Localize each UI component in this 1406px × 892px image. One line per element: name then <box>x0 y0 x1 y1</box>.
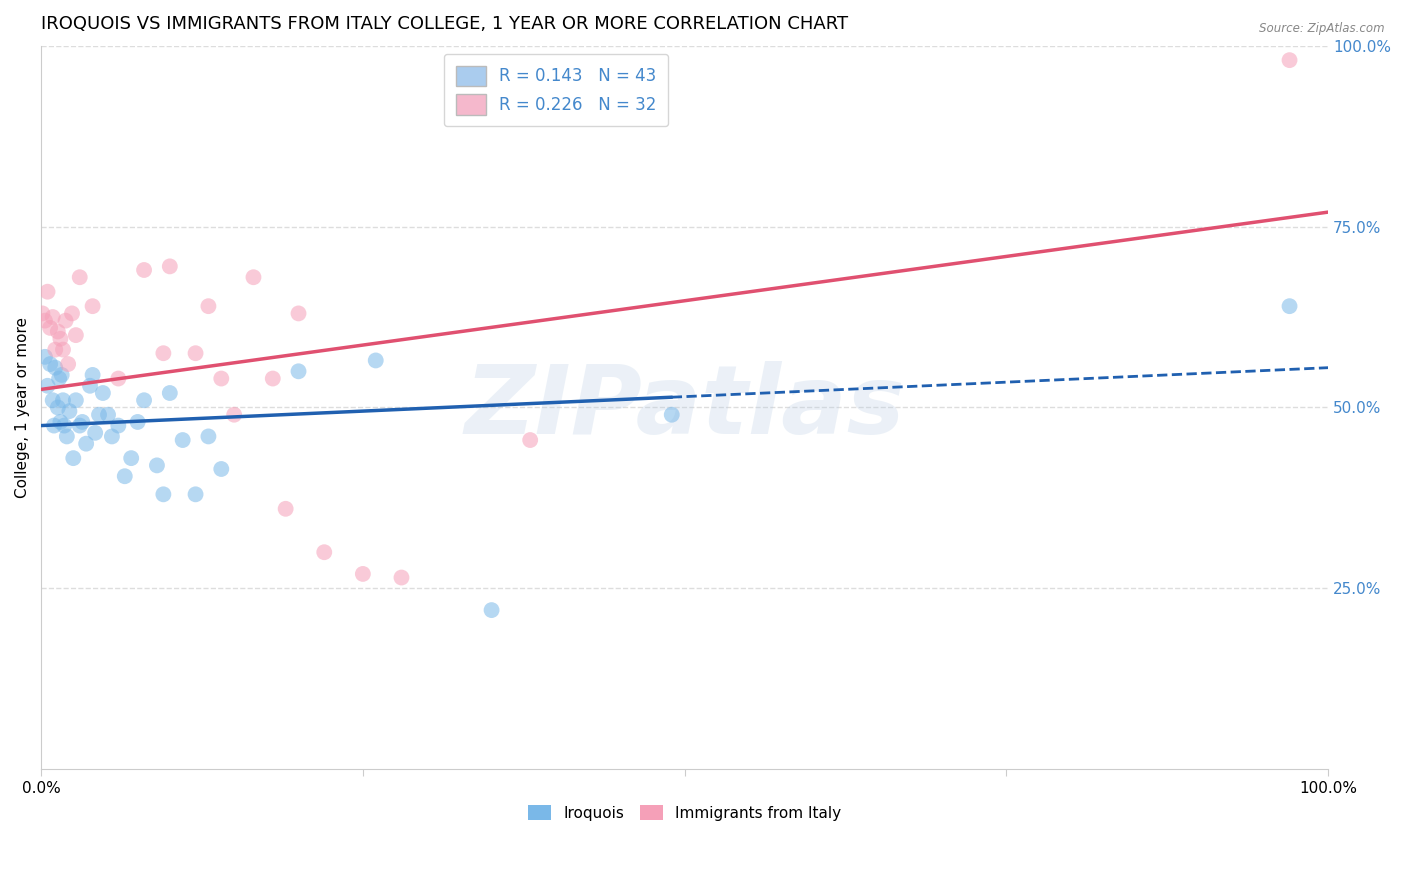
Point <box>75 436 97 450</box>
Point <box>391 570 413 584</box>
Point <box>364 353 387 368</box>
Point <box>107 371 129 385</box>
Point <box>97 408 120 422</box>
Point <box>242 270 264 285</box>
Point <box>44 360 66 375</box>
Point <box>519 433 541 447</box>
Point <box>172 433 194 447</box>
Point <box>49 415 72 429</box>
Point <box>72 415 94 429</box>
Point <box>107 418 129 433</box>
Point <box>49 332 72 346</box>
Y-axis label: College, 1 year or more: College, 1 year or more <box>15 317 30 498</box>
Point <box>37 285 59 299</box>
Point <box>53 418 76 433</box>
Point <box>262 371 284 385</box>
Point <box>120 451 142 466</box>
Text: ZIPatlas: ZIPatlas <box>464 361 905 454</box>
Point <box>352 566 374 581</box>
Point <box>60 306 83 320</box>
Point <box>159 386 181 401</box>
Text: IROQUOIS VS IMMIGRANTS FROM ITALY COLLEGE, 1 YEAR OR MORE CORRELATION CHART: IROQUOIS VS IMMIGRANTS FROM ITALY COLLEG… <box>41 15 848 33</box>
Point <box>209 371 232 385</box>
Point <box>42 418 65 433</box>
Point <box>65 393 87 408</box>
Point <box>209 462 232 476</box>
Point <box>184 487 207 501</box>
Point <box>62 451 84 466</box>
Point <box>152 346 174 360</box>
Point <box>58 404 80 418</box>
Point <box>274 501 297 516</box>
Point <box>39 321 62 335</box>
Point <box>48 371 70 385</box>
Point <box>82 368 104 382</box>
Point <box>55 313 77 327</box>
Point <box>101 429 124 443</box>
Point <box>159 260 181 274</box>
Point <box>82 299 104 313</box>
Point <box>31 306 53 320</box>
Point <box>44 343 66 357</box>
Point <box>79 378 101 392</box>
Point <box>46 401 69 415</box>
Point <box>481 603 503 617</box>
Point <box>114 469 136 483</box>
Point <box>1278 299 1301 313</box>
Point <box>65 328 87 343</box>
Point <box>34 313 56 327</box>
Point <box>152 487 174 501</box>
Point <box>56 357 79 371</box>
Point <box>197 299 219 313</box>
Point <box>224 408 246 422</box>
Point <box>184 346 207 360</box>
Point <box>197 429 219 443</box>
Point <box>34 350 56 364</box>
Point <box>87 408 110 422</box>
Point <box>127 415 149 429</box>
Point <box>132 393 155 408</box>
Point <box>51 368 73 382</box>
Point <box>41 310 63 324</box>
Point <box>69 418 91 433</box>
Point <box>661 408 683 422</box>
Point <box>91 386 114 401</box>
Point <box>132 263 155 277</box>
Point <box>84 425 107 440</box>
Point <box>69 270 91 285</box>
Point <box>287 364 309 378</box>
Point <box>52 393 75 408</box>
Point <box>46 325 69 339</box>
Point <box>37 378 59 392</box>
Point <box>1278 53 1301 67</box>
Point <box>52 343 75 357</box>
Point <box>39 357 62 371</box>
Point <box>146 458 169 473</box>
Point <box>287 306 309 320</box>
Point <box>56 429 79 443</box>
Point <box>314 545 336 559</box>
Text: Source: ZipAtlas.com: Source: ZipAtlas.com <box>1260 22 1385 36</box>
Legend: Iroquois, Immigrants from Italy: Iroquois, Immigrants from Italy <box>522 798 846 827</box>
Point <box>41 393 63 408</box>
